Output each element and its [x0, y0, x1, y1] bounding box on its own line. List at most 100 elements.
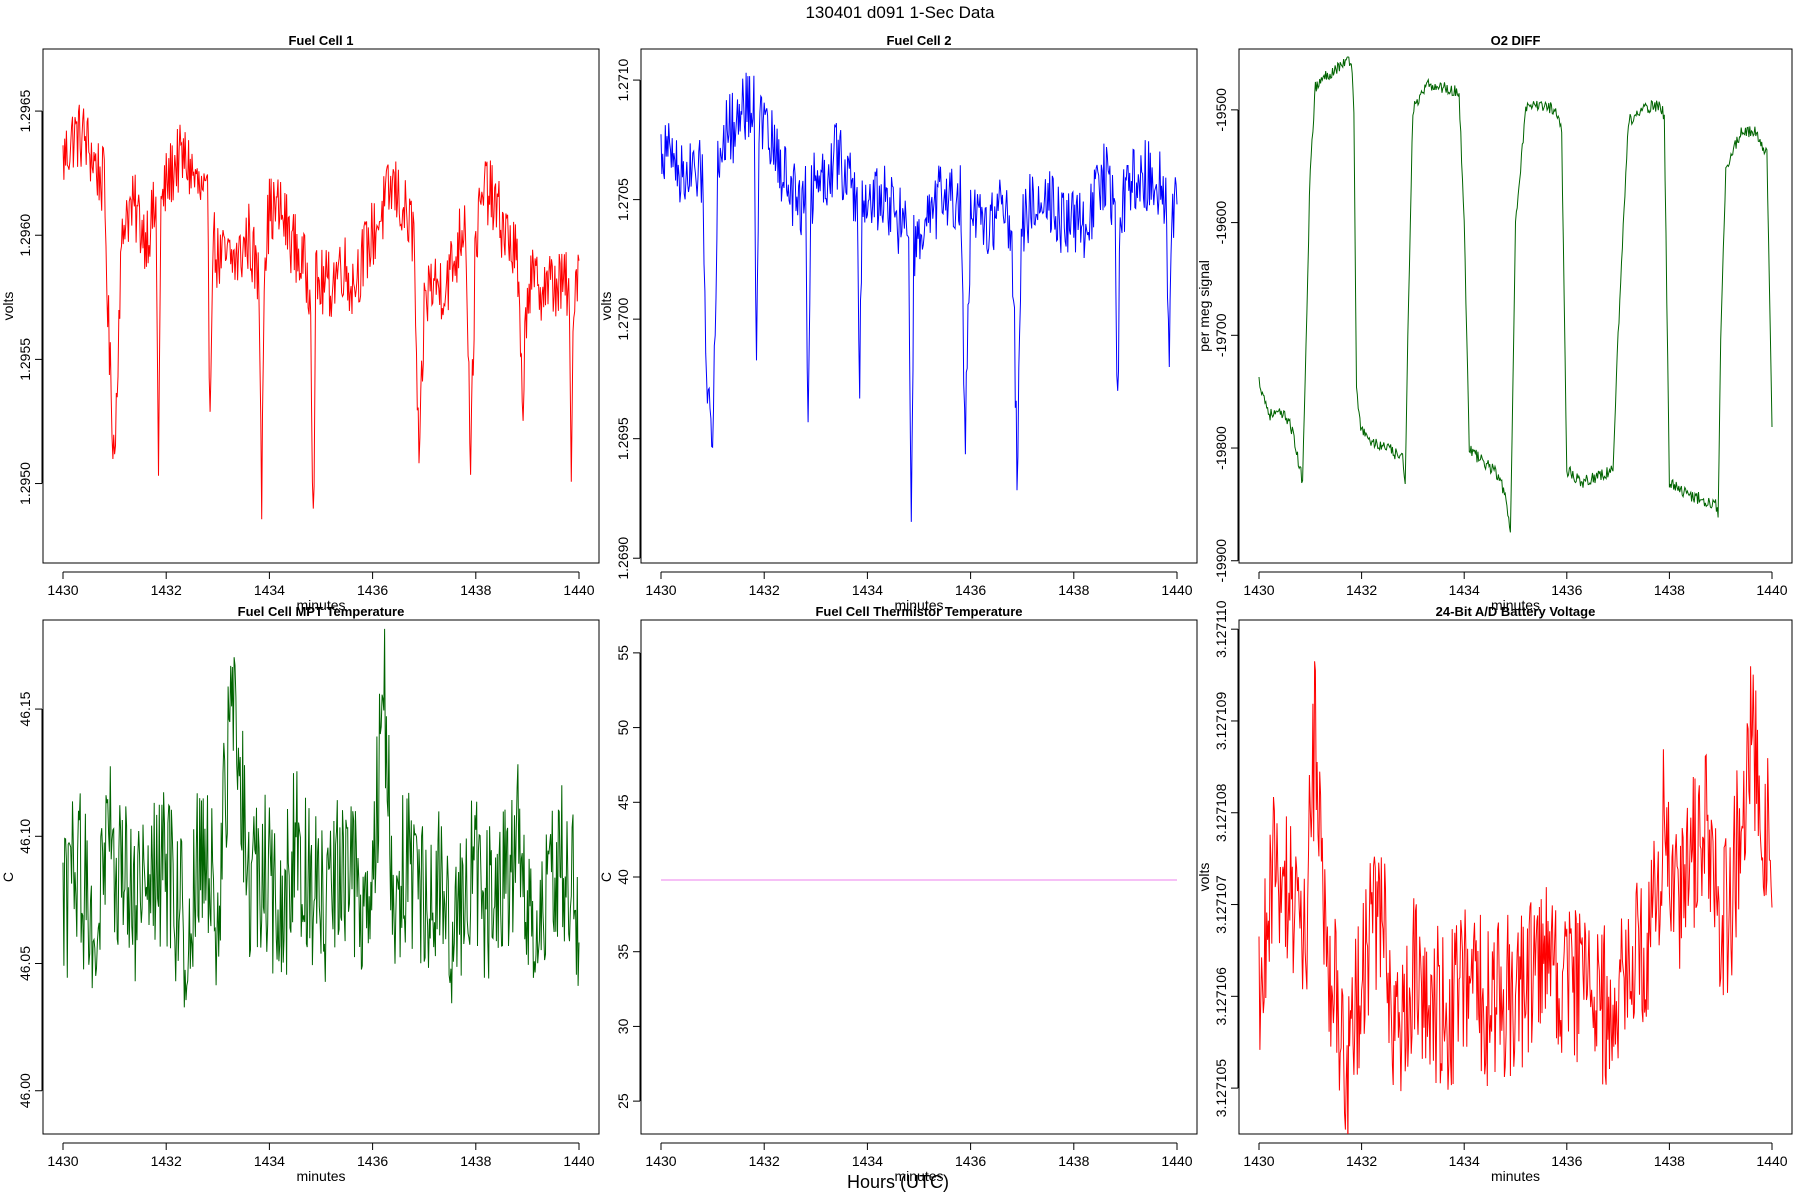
- x-tick-label: 1430: [47, 1153, 78, 1169]
- x-tick-label: 1434: [254, 582, 285, 598]
- x-tick-label: 1432: [749, 582, 780, 598]
- plot-frame: [640, 48, 1198, 564]
- x-axis-label: minutes: [1491, 597, 1540, 613]
- x-tick-label: 1436: [955, 582, 986, 598]
- chart-panel-6: 24-Bit A/D Battery Voltage 1430 1432 1434 14…: [1196, 600, 1793, 1184]
- figure-title: 130401 d091 1-Sec Data: [805, 3, 995, 22]
- x-tick-label: 1430: [1243, 582, 1274, 598]
- chart-title: 24-Bit A/D Battery Voltage: [1436, 604, 1596, 619]
- y-axis-label: per meg signal: [1196, 260, 1212, 352]
- y-tick-label: 46.05: [17, 946, 33, 981]
- y-tick-label: 3.127109: [1213, 692, 1229, 751]
- y-tick-label: -19600: [1213, 201, 1229, 245]
- y-tick-label: 1.2960: [17, 214, 33, 257]
- y-tick-label: 1.2705: [615, 178, 631, 221]
- x-tick-label: 1436: [357, 1153, 388, 1169]
- x-tick-label: 1430: [645, 1153, 676, 1169]
- y-tick-label: 3.127107: [1213, 875, 1229, 934]
- y-tick-label: 40: [615, 869, 631, 885]
- series-line: [62, 628, 580, 1008]
- y-tick-label: 50: [615, 720, 631, 736]
- y-tick-label: 1.2690: [615, 537, 631, 580]
- chart-panel-5: Fuel Cell Thermistor Temperature 1430 1432…: [598, 604, 1198, 1184]
- plot-frame: [1238, 619, 1793, 1135]
- y-tick-label: 55: [615, 645, 631, 661]
- x-tick-label: 1434: [1449, 582, 1480, 598]
- x-axis-label: minutes: [1491, 1168, 1540, 1184]
- series-line: [1258, 661, 1773, 1134]
- y-tick-label: 1.2700: [615, 298, 631, 341]
- plot-frame: [42, 619, 600, 1135]
- chart-title: Fuel Cell 1: [288, 33, 353, 48]
- x-tick-label: 1438: [460, 582, 491, 598]
- y-axis-label: volts: [1196, 863, 1212, 892]
- y-tick-label: 46.10: [17, 819, 33, 854]
- x-tick-label: 1436: [955, 1153, 986, 1169]
- y-tick-label: 45: [615, 794, 631, 810]
- figure-bottom-label: Hours (UTC): [847, 1172, 949, 1192]
- plot-frame: [640, 619, 1198, 1135]
- y-tick-label: 46.15: [17, 691, 33, 726]
- x-tick-label: 1440: [563, 582, 594, 598]
- x-tick-label: 1436: [357, 582, 388, 598]
- x-tick-label: 1438: [1654, 582, 1685, 598]
- y-tick-label: 1.2950: [17, 462, 33, 505]
- plot-frame: [1238, 48, 1793, 564]
- x-tick-label: 1440: [563, 1153, 594, 1169]
- series-line: [1258, 56, 1773, 533]
- y-tick-label: 1.2710: [615, 58, 631, 101]
- chart-panel-4: Fuel Cell MPT Temperature 1430 1432 1434 143…: [0, 604, 600, 1184]
- y-tick-label: 3.127108: [1213, 783, 1229, 842]
- y-tick-label: 35: [615, 944, 631, 960]
- x-tick-label: 1438: [1058, 582, 1089, 598]
- y-tick-label: 3.127105: [1213, 1059, 1229, 1118]
- x-axis-label: minutes: [894, 597, 943, 613]
- y-tick-label: 3.127106: [1213, 967, 1229, 1026]
- y-tick-label: 25: [615, 1093, 631, 1109]
- x-axis-label: minutes: [296, 597, 345, 613]
- x-tick-label: 1432: [1346, 582, 1377, 598]
- x-tick-label: 1432: [151, 1153, 182, 1169]
- chart-title: Fuel Cell Thermistor Temperature: [815, 604, 1022, 619]
- y-axis-label: volts: [598, 292, 614, 321]
- x-tick-label: 1436: [1551, 1153, 1582, 1169]
- y-tick-label: 1.2955: [17, 338, 33, 381]
- x-tick-label: 1434: [852, 1153, 883, 1169]
- x-tick-label: 1438: [1058, 1153, 1089, 1169]
- x-tick-label: 1432: [1346, 1153, 1377, 1169]
- y-tick-label: 30: [615, 1018, 631, 1034]
- panels: Fuel Cell 1 1430 1432 1434 1436 1438 1440 minut…: [0, 33, 1793, 1184]
- series-line: [62, 104, 580, 520]
- x-tick-label: 1438: [1654, 1153, 1685, 1169]
- x-tick-label: 1440: [1756, 582, 1787, 598]
- chart-panel-3: O2 DIFF 1430 1432 1434 1436 1438 1440 minutes -1…: [1196, 33, 1793, 613]
- y-tick-label: 3.127110: [1213, 600, 1229, 658]
- x-tick-label: 1432: [749, 1153, 780, 1169]
- x-tick-label: 1440: [1161, 582, 1192, 598]
- chart-title: Fuel Cell MPT Temperature: [238, 604, 405, 619]
- x-tick-label: 1430: [645, 582, 676, 598]
- y-axis-label: C: [0, 872, 16, 882]
- y-axis-label: C: [598, 872, 614, 882]
- x-tick-label: 1430: [47, 582, 78, 598]
- chart-panel-2: Fuel Cell 2 1430 1432 1434 1436 1438 1440 minut…: [598, 33, 1198, 613]
- chart-title: Fuel Cell 2: [886, 33, 951, 48]
- x-tick-label: 1434: [1449, 1153, 1480, 1169]
- x-tick-label: 1440: [1161, 1153, 1192, 1169]
- x-tick-label: 1436: [1551, 582, 1582, 598]
- x-tick-label: 1430: [1243, 1153, 1274, 1169]
- y-tick-label: -19500: [1213, 88, 1229, 132]
- y-tick-label: -19900: [1213, 539, 1229, 583]
- x-axis-label: minutes: [296, 1168, 345, 1184]
- x-tick-label: 1434: [254, 1153, 285, 1169]
- x-tick-label: 1432: [151, 582, 182, 598]
- y-tick-label: 1.2965: [17, 89, 33, 132]
- plot-frame: [42, 48, 600, 564]
- y-tick-label: 46.00: [17, 1073, 33, 1108]
- series-line: [660, 72, 1178, 522]
- x-axis-label: minutes: [894, 1168, 943, 1184]
- chart-panel-1: Fuel Cell 1 1430 1432 1434 1436 1438 1440 minut…: [0, 33, 600, 613]
- chart-title: O2 DIFF: [1491, 33, 1541, 48]
- y-tick-label: 1.2695: [615, 417, 631, 460]
